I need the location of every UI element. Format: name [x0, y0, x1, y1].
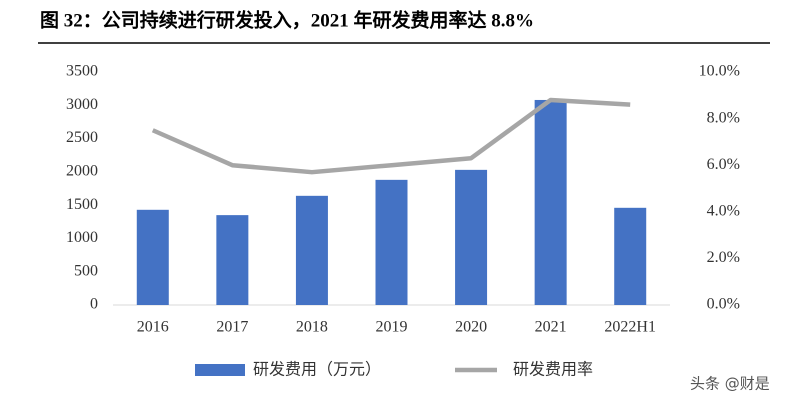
bar: [295, 195, 328, 305]
y-tick-label: 1000: [66, 229, 98, 246]
x-tick-label: 2016: [137, 319, 169, 336]
bar: [614, 207, 647, 305]
legend-label: 研发费用率: [513, 361, 593, 379]
y-tick-label: 2000: [66, 163, 98, 180]
line: [151, 97, 631, 175]
y2-tick-label: 10.0%: [699, 63, 740, 80]
bar: [136, 209, 169, 305]
x-tick-label: 2017: [216, 319, 248, 336]
y-tick-label: 0: [90, 296, 98, 313]
chart-title: 图 32：公司持续进行研发投入，2021 年研发费用率达 8.8%: [40, 8, 534, 31]
y-tick-label: 500: [74, 262, 98, 279]
legend-swatch: [195, 364, 245, 376]
x-tick-label: 2018: [296, 319, 328, 336]
y-tick-label: 2500: [66, 129, 98, 146]
y2-tick-label: 6.0%: [707, 156, 740, 173]
x-tick-label: 2019: [376, 319, 408, 336]
y2-tick-label: 0.0%: [707, 296, 740, 313]
legend-label: 研发费用（万元）: [253, 361, 381, 379]
y2-tick-label: 2.0%: [707, 249, 740, 266]
y-tick-label: 1500: [66, 196, 98, 213]
bar: [216, 215, 249, 305]
bar: [455, 169, 488, 305]
y2-tick-label: 8.0%: [707, 109, 740, 126]
x-tick-label: 2021: [535, 319, 567, 336]
y2-tick-label: 4.0%: [707, 202, 740, 219]
watermark: 头条 @财是: [690, 375, 770, 393]
bar: [375, 179, 408, 305]
x-tick-label: 2022H1: [604, 319, 656, 336]
y-tick-label: 3000: [66, 96, 98, 113]
x-tick-label: 2020: [455, 319, 487, 336]
bar: [534, 99, 567, 306]
y-tick-label: 3500: [66, 63, 98, 80]
